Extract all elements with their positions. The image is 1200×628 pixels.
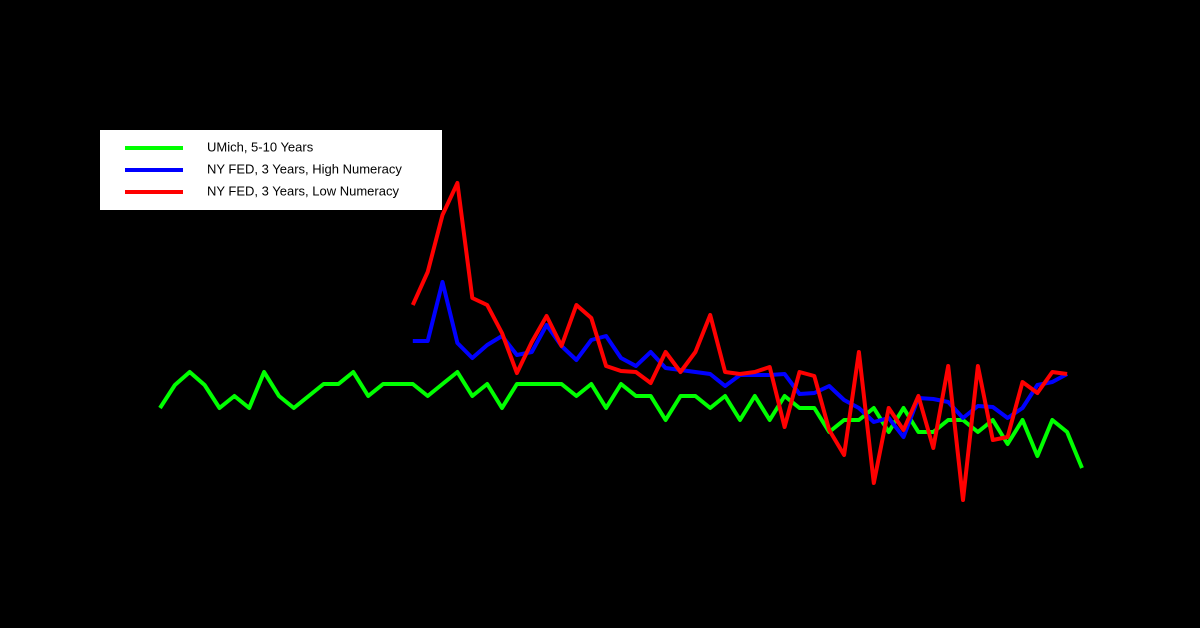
legend-label: NY FED, 3 Years, High Numeracy (207, 161, 402, 176)
legend-label: UMich, 5-10 Years (207, 139, 314, 154)
data-line (410, 181, 1068, 502)
legend-label: NY FED, 3 Years, Low Numeracy (207, 183, 399, 198)
